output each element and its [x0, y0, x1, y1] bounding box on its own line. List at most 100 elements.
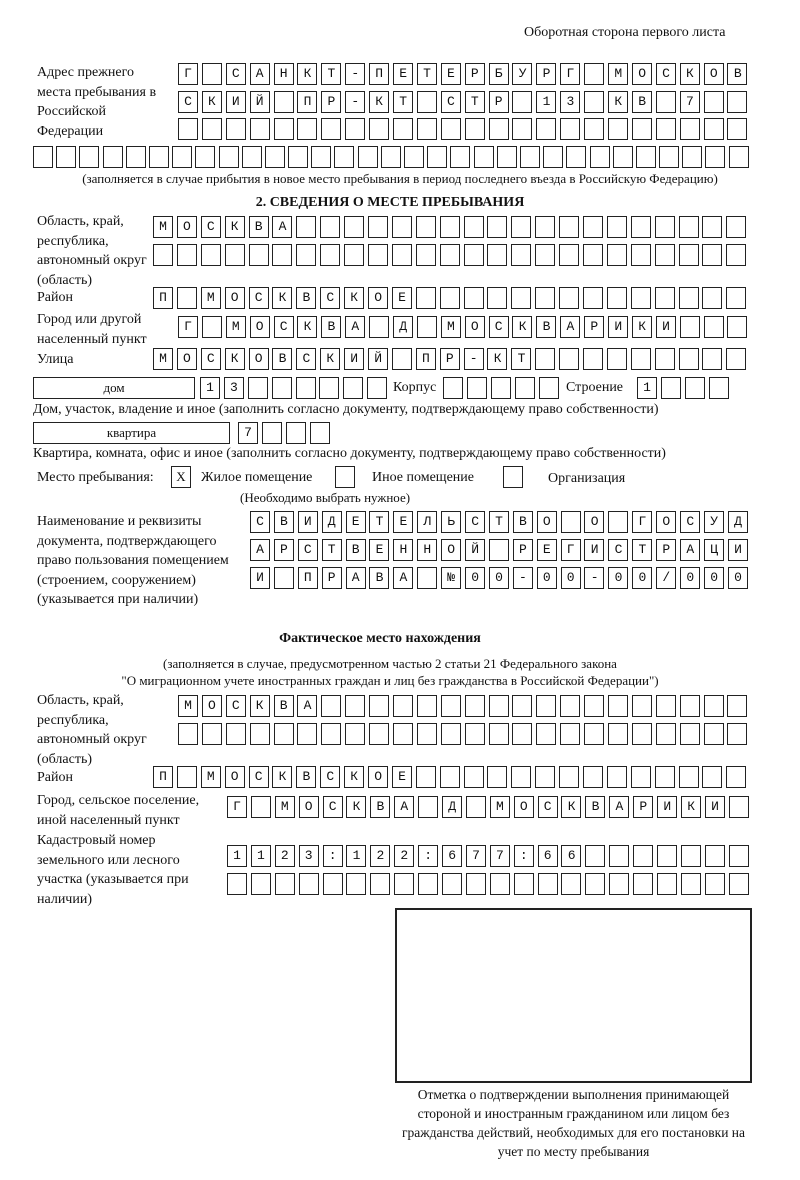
char-cell[interactable]	[728, 146, 749, 168]
char-cell[interactable]	[344, 216, 365, 238]
char-cell[interactable]	[511, 216, 532, 238]
char-cell[interactable]	[584, 63, 605, 85]
char-cell[interactable]	[345, 695, 366, 717]
char-cell[interactable]	[656, 567, 677, 589]
char-cell[interactable]	[272, 216, 293, 238]
char-cell[interactable]	[487, 244, 508, 266]
char-cell[interactable]	[633, 873, 654, 895]
char-cell[interactable]	[225, 316, 246, 338]
char-cell[interactable]	[178, 695, 198, 717]
char-cell[interactable]	[704, 796, 725, 818]
char-cell[interactable]	[464, 118, 485, 140]
char-cell[interactable]	[297, 118, 318, 140]
char-cell[interactable]	[559, 348, 580, 370]
char-cell[interactable]	[274, 796, 295, 818]
char-cell[interactable]	[465, 511, 486, 533]
char-cell[interactable]	[344, 766, 365, 788]
char-cell[interactable]	[200, 348, 221, 370]
char-cell[interactable]	[463, 244, 484, 266]
char-cell[interactable]	[345, 91, 366, 113]
char-cell[interactable]	[391, 348, 412, 370]
char-cell[interactable]	[297, 723, 318, 745]
char-cell[interactable]	[512, 91, 533, 113]
char-cell[interactable]	[584, 723, 605, 745]
char-cell[interactable]	[487, 766, 508, 788]
char-cell[interactable]	[488, 539, 509, 561]
char-cell[interactable]	[512, 723, 533, 745]
char-cell[interactable]	[439, 766, 460, 788]
char-cell[interactable]	[249, 118, 270, 140]
char-cell[interactable]	[297, 567, 318, 589]
char-cell[interactable]	[487, 287, 508, 309]
char-cell[interactable]	[368, 216, 389, 238]
char-cell[interactable]	[489, 796, 510, 818]
char-cell[interactable]	[606, 766, 627, 788]
char-cell[interactable]	[702, 216, 723, 238]
char-cell[interactable]	[632, 539, 653, 561]
char-cell[interactable]	[297, 695, 318, 717]
char-cell[interactable]	[633, 796, 654, 818]
char-cell[interactable]	[369, 723, 390, 745]
char-cell[interactable]	[439, 287, 460, 309]
char-cell[interactable]	[519, 146, 540, 168]
char-cell[interactable]	[393, 118, 414, 140]
char-cell[interactable]	[489, 873, 510, 895]
char-cell[interactable]	[678, 216, 699, 238]
char-cell[interactable]	[559, 244, 580, 266]
char-cell[interactable]	[679, 723, 700, 745]
char-cell[interactable]	[488, 695, 509, 717]
char-cell[interactable]	[584, 118, 605, 140]
char-cell[interactable]	[631, 91, 652, 113]
char-cell[interactable]	[702, 766, 723, 788]
char-cell[interactable]	[659, 146, 680, 168]
char-cell[interactable]	[560, 695, 581, 717]
char-cell[interactable]	[655, 91, 676, 113]
char-cell[interactable]	[632, 511, 653, 533]
char-cell[interactable]	[655, 316, 676, 338]
char-cell[interactable]	[631, 723, 652, 745]
char-cell[interactable]	[631, 63, 652, 85]
char-cell[interactable]	[656, 539, 677, 561]
char-cell[interactable]	[609, 873, 630, 895]
char-cell[interactable]	[654, 216, 675, 238]
char-cell[interactable]	[560, 63, 581, 85]
char-cell[interactable]	[298, 796, 319, 818]
char-cell[interactable]	[321, 567, 342, 589]
char-cell[interactable]	[511, 244, 532, 266]
char-cell[interactable]	[250, 511, 270, 533]
char-cell[interactable]	[201, 118, 222, 140]
char-cell[interactable]	[560, 511, 581, 533]
char-cell[interactable]	[702, 348, 723, 370]
char-cell[interactable]	[320, 244, 341, 266]
char-cell[interactable]	[285, 422, 306, 444]
char-cell[interactable]	[322, 796, 343, 818]
char-cell[interactable]	[608, 316, 629, 338]
char-cell[interactable]	[321, 723, 342, 745]
char-cell[interactable]	[496, 146, 517, 168]
char-cell[interactable]	[369, 539, 390, 561]
char-cell[interactable]	[416, 91, 437, 113]
char-cell[interactable]	[489, 845, 510, 867]
char-cell[interactable]	[654, 348, 675, 370]
char-cell[interactable]	[727, 91, 748, 113]
char-cell[interactable]	[248, 287, 269, 309]
char-cell[interactable]	[655, 118, 676, 140]
char-cell[interactable]	[439, 244, 460, 266]
char-cell[interactable]	[394, 796, 415, 818]
char-cell[interactable]	[488, 567, 509, 589]
char-cell[interactable]	[102, 146, 123, 168]
char-cell[interactable]	[274, 873, 295, 895]
char-cell[interactable]	[608, 91, 629, 113]
char-cell[interactable]	[440, 118, 461, 140]
char-cell[interactable]	[559, 766, 580, 788]
char-cell[interactable]	[264, 146, 285, 168]
char-cell[interactable]	[514, 377, 535, 399]
char-cell[interactable]	[566, 146, 587, 168]
char-cell[interactable]	[321, 91, 342, 113]
char-cell[interactable]	[227, 796, 247, 818]
char-cell[interactable]	[606, 348, 627, 370]
option-residential-checkbox[interactable]: X	[171, 466, 191, 488]
char-cell[interactable]	[560, 723, 581, 745]
char-cell[interactable]	[391, 216, 412, 238]
char-cell[interactable]	[561, 796, 582, 818]
